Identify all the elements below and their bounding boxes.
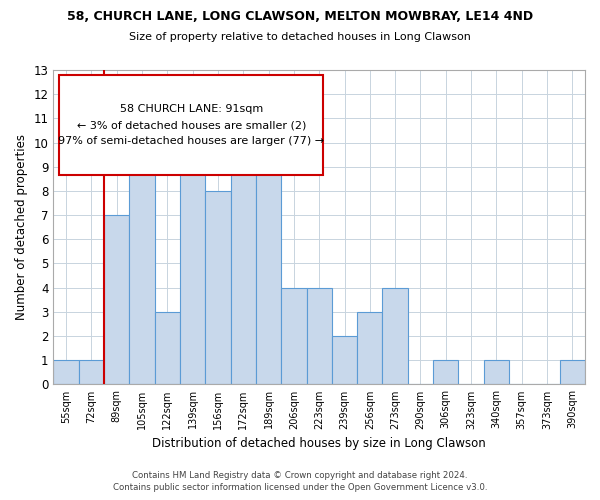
Bar — [155, 312, 180, 384]
Bar — [104, 215, 130, 384]
Bar — [130, 118, 155, 384]
Bar — [281, 288, 307, 384]
Text: Contains HM Land Registry data © Crown copyright and database right 2024.
Contai: Contains HM Land Registry data © Crown c… — [113, 471, 487, 492]
Bar — [256, 166, 281, 384]
Bar — [484, 360, 509, 384]
Bar — [433, 360, 458, 384]
Bar — [357, 312, 382, 384]
Bar — [382, 288, 408, 384]
Y-axis label: Number of detached properties: Number of detached properties — [15, 134, 28, 320]
Bar — [205, 191, 230, 384]
Text: Size of property relative to detached houses in Long Clawson: Size of property relative to detached ho… — [129, 32, 471, 42]
Bar — [180, 166, 205, 384]
Bar — [560, 360, 585, 384]
X-axis label: Distribution of detached houses by size in Long Clawson: Distribution of detached houses by size … — [152, 437, 486, 450]
Bar — [230, 142, 256, 384]
Text: 58, CHURCH LANE, LONG CLAWSON, MELTON MOWBRAY, LE14 4ND: 58, CHURCH LANE, LONG CLAWSON, MELTON MO… — [67, 10, 533, 23]
Bar — [307, 288, 332, 384]
Text: 58 CHURCH LANE: 91sqm
← 3% of detached houses are smaller (2)
97% of semi-detach: 58 CHURCH LANE: 91sqm ← 3% of detached h… — [58, 104, 325, 146]
Bar — [79, 360, 104, 384]
Bar — [332, 336, 357, 384]
Bar — [53, 360, 79, 384]
